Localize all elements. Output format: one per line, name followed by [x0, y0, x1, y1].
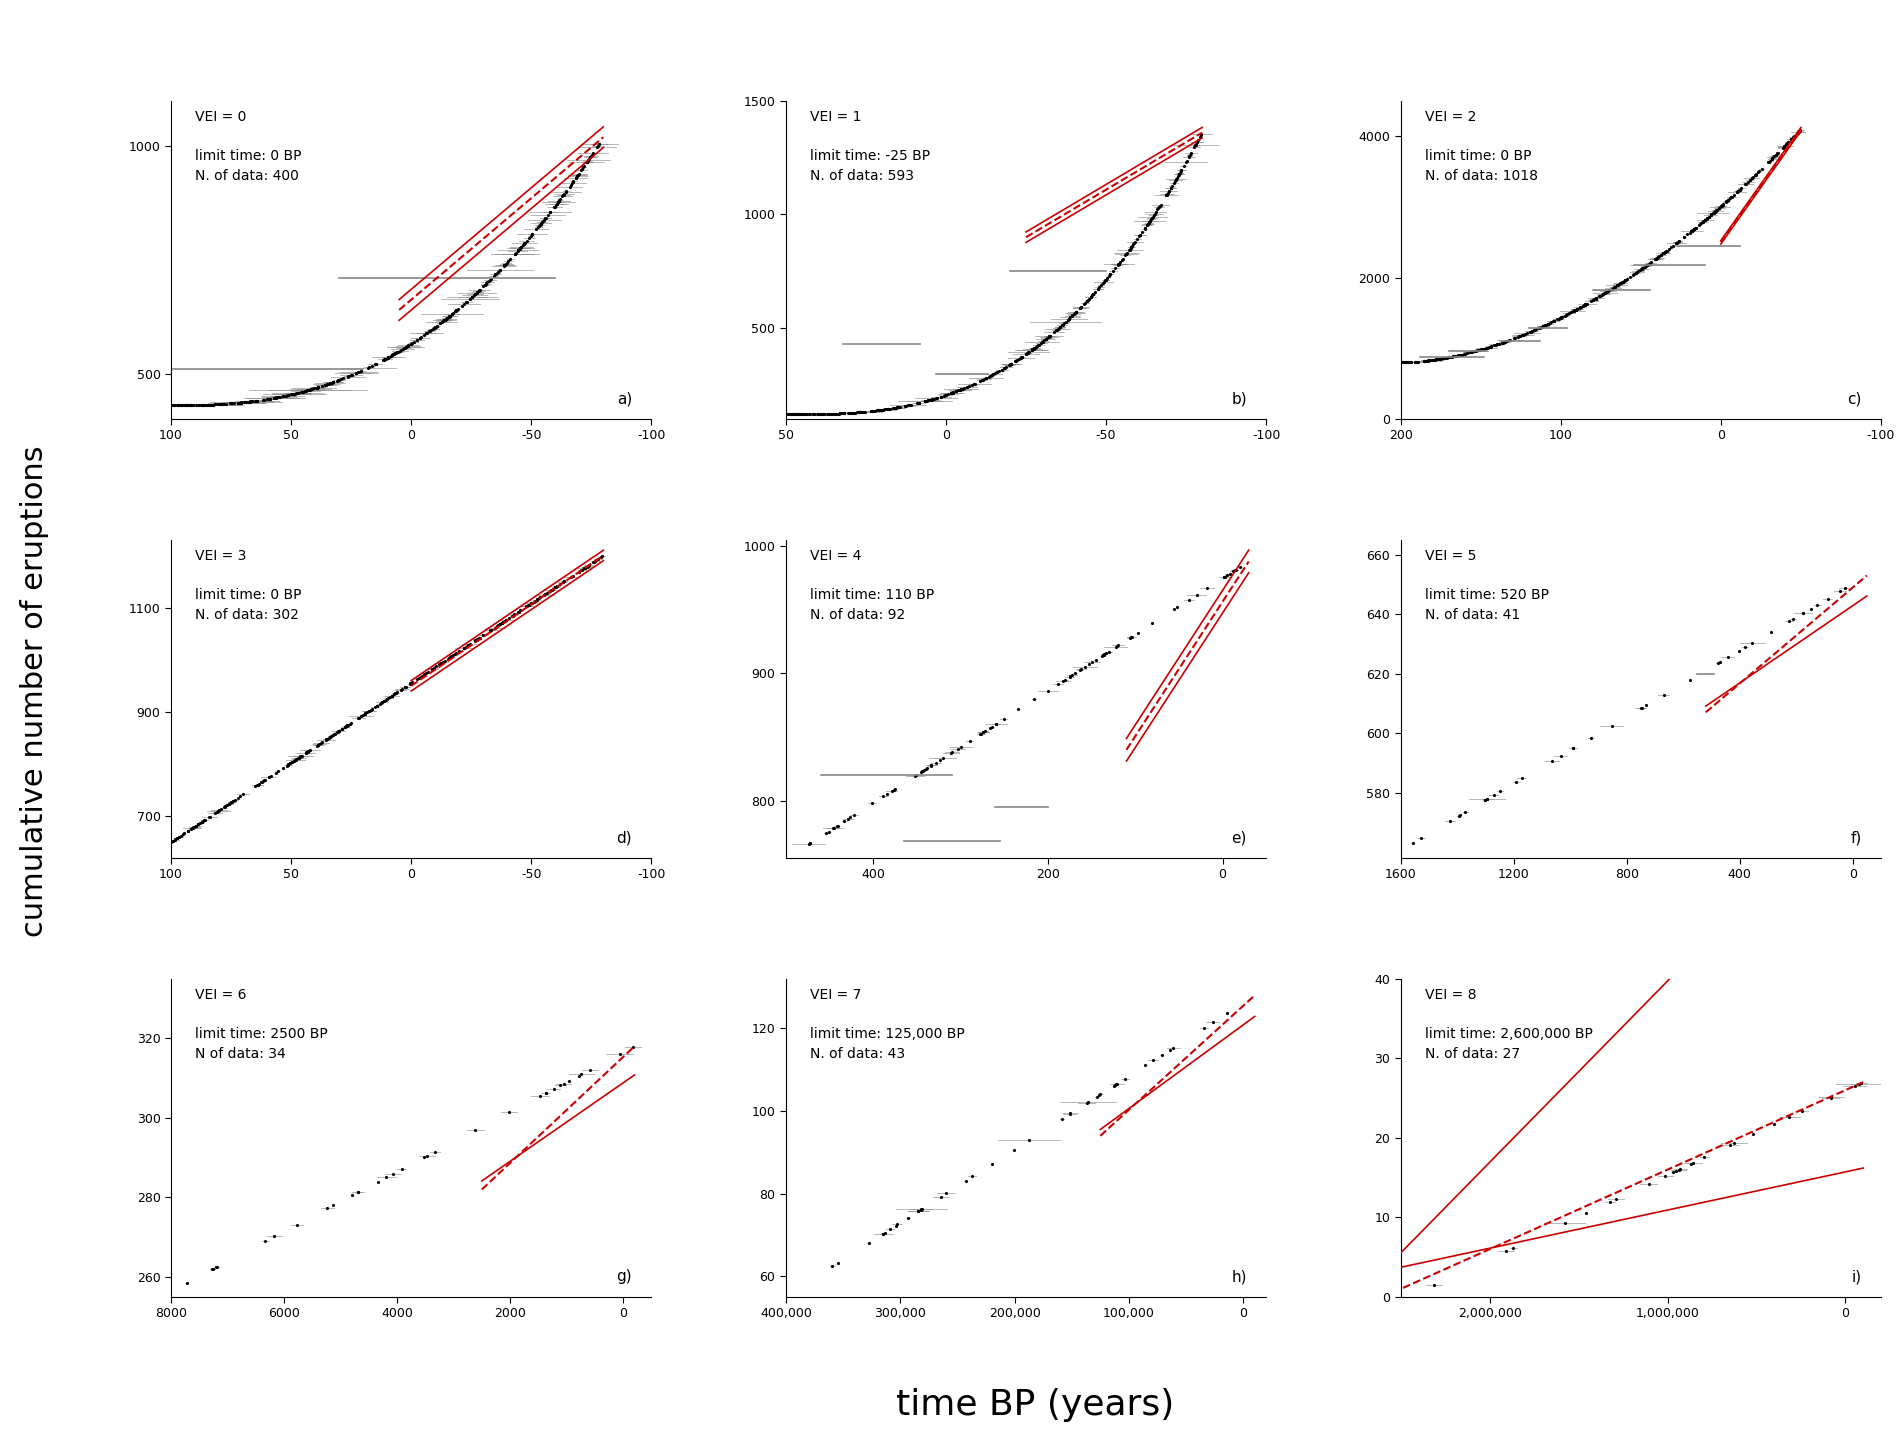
Text: b): b)	[1231, 392, 1246, 406]
Text: i): i)	[1852, 1270, 1862, 1284]
Text: VEI = 3

limit time: 0 BP
N. of data: 302: VEI = 3 limit time: 0 BP N. of data: 302	[196, 549, 302, 623]
Text: h): h)	[1231, 1270, 1246, 1284]
Text: d): d)	[616, 830, 633, 846]
Text: VEI = 1

limit time: -25 BP
N. of data: 593: VEI = 1 limit time: -25 BP N. of data: 5…	[809, 111, 929, 183]
Text: g): g)	[616, 1270, 633, 1284]
Text: f): f)	[1851, 830, 1862, 846]
Text: a): a)	[618, 392, 633, 406]
Text: cumulative number of eruptions: cumulative number of eruptions	[19, 445, 49, 938]
Text: VEI = 8

limit time: 2,600,000 BP
N. of data: 27: VEI = 8 limit time: 2,600,000 BP N. of d…	[1425, 989, 1592, 1061]
Text: e): e)	[1231, 830, 1246, 846]
Text: c): c)	[1847, 392, 1862, 406]
Text: VEI = 4

limit time: 110 BP
N. of data: 92: VEI = 4 limit time: 110 BP N. of data: 9…	[809, 549, 935, 623]
Text: VEI = 2

limit time: 0 BP
N. of data: 1018: VEI = 2 limit time: 0 BP N. of data: 101…	[1425, 111, 1537, 183]
Text: VEI = 6

limit time: 2500 BP
N of data: 34: VEI = 6 limit time: 2500 BP N of data: 3…	[196, 989, 329, 1061]
Text: time BP (years): time BP (years)	[897, 1388, 1174, 1422]
Text: VEI = 5

limit time: 520 BP
N. of data: 41: VEI = 5 limit time: 520 BP N. of data: 4…	[1425, 549, 1548, 623]
Text: VEI = 0

limit time: 0 BP
N. of data: 400: VEI = 0 limit time: 0 BP N. of data: 400	[196, 111, 302, 183]
Text: VEI = 7

limit time: 125,000 BP
N. of data: 43: VEI = 7 limit time: 125,000 BP N. of dat…	[809, 989, 965, 1061]
